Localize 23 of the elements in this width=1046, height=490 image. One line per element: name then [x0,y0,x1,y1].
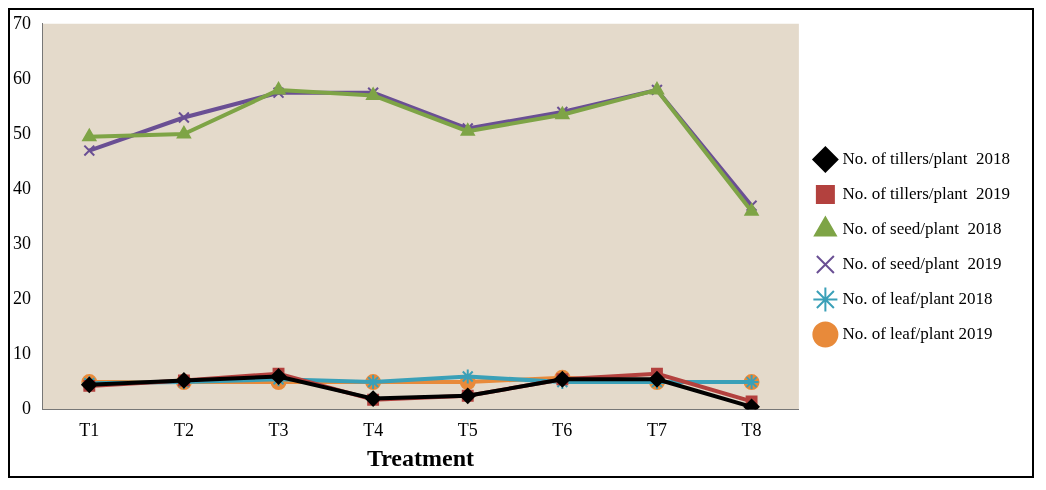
y-tick-label: 40 [13,177,31,198]
y-tick-label: 60 [13,67,31,88]
x-tick-label: T3 [268,420,289,441]
y-tick-label: 0 [22,398,31,419]
legend-label: No. of tillers/plant 2019 [842,183,1011,203]
legend-label: No. of leaf/plant 2019 [842,323,993,343]
legend-label: No. of seed/plant 2019 [842,253,1002,273]
y-tick-label: 20 [13,288,31,309]
y-tick-label: 30 [13,232,31,253]
y-tick-label: 50 [13,122,31,143]
x-axis-title: Treatment [366,444,474,471]
x-tick-label: T6 [552,420,573,441]
x-tick-label: T2 [173,420,194,441]
x-tick-label: T5 [457,420,478,441]
legend-label: No. of leaf/plant 2018 [842,288,993,308]
legend-label: No. of tillers/plant 2018 [842,148,1011,168]
x-tick-label: T7 [646,420,667,441]
x-tick-label: T8 [741,420,762,441]
x-tick-label: T4 [363,420,384,441]
y-tick-label: 10 [13,343,31,364]
legend-label: No. of seed/plant 2018 [842,218,1002,238]
y-tick-label: 70 [13,12,31,33]
x-tick-label: T1 [79,420,100,441]
